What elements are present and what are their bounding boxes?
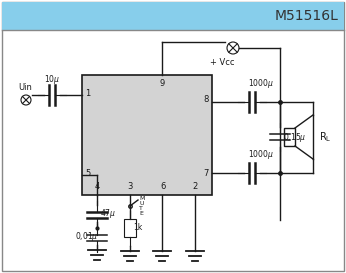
Text: 1: 1 bbox=[85, 88, 90, 97]
Text: 7: 7 bbox=[204, 168, 209, 177]
Text: Uin: Uin bbox=[18, 82, 32, 91]
Text: 6: 6 bbox=[160, 182, 165, 191]
Text: 8: 8 bbox=[204, 96, 209, 105]
Text: M
U
T
E: M U T E bbox=[139, 196, 144, 216]
Bar bbox=[2, 2, 344, 30]
Bar bbox=[82, 75, 212, 195]
Text: 1000$\mu$: 1000$\mu$ bbox=[248, 77, 274, 90]
Text: 9: 9 bbox=[160, 79, 165, 88]
Text: 4: 4 bbox=[95, 182, 100, 191]
Text: 2: 2 bbox=[192, 182, 198, 191]
Text: R$_{\rm L}$: R$_{\rm L}$ bbox=[319, 130, 331, 144]
Text: 1k: 1k bbox=[133, 224, 142, 233]
Text: 10$\mu$: 10$\mu$ bbox=[44, 73, 60, 86]
Text: 47$\mu$: 47$\mu$ bbox=[100, 207, 116, 220]
Text: 0,01$\mu$: 0,01$\mu$ bbox=[75, 230, 99, 243]
Text: 1000$\mu$: 1000$\mu$ bbox=[248, 148, 274, 161]
Text: 5: 5 bbox=[85, 168, 90, 177]
Text: 0,15$\mu$: 0,15$\mu$ bbox=[283, 130, 307, 144]
Text: + Vcc: + Vcc bbox=[210, 58, 235, 67]
Bar bbox=[284, 128, 295, 146]
Bar bbox=[124, 219, 136, 237]
Text: 3: 3 bbox=[127, 182, 133, 191]
Text: M51516L: M51516L bbox=[274, 9, 338, 23]
